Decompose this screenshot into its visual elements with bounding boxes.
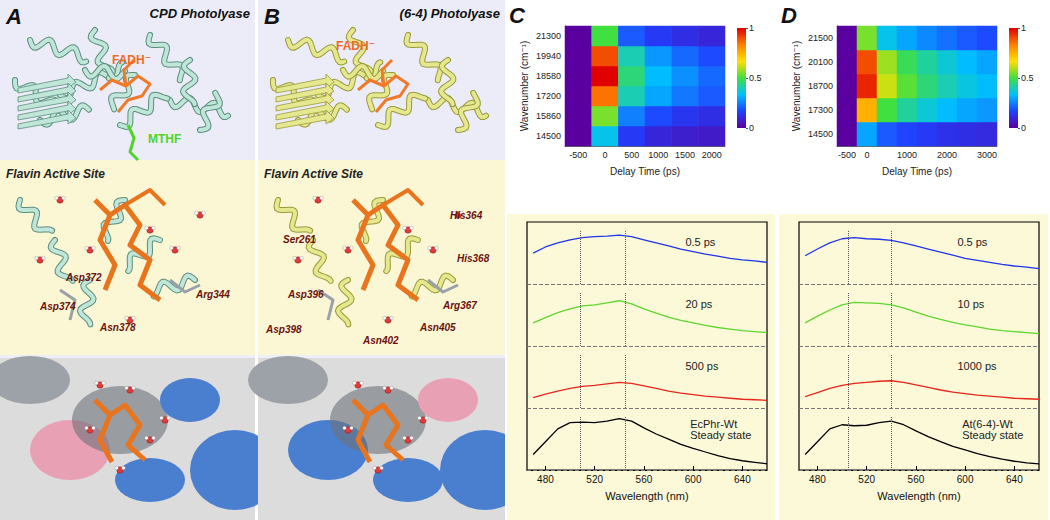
svg-text:14500: 14500 xyxy=(808,129,833,139)
svg-text:14500: 14500 xyxy=(536,131,561,141)
svg-text:(6-4) Photolyase: (6-4) Photolyase xyxy=(400,6,500,21)
svg-text:640: 640 xyxy=(1006,474,1023,485)
svg-text:FADH⁻: FADH⁻ xyxy=(112,53,151,67)
svg-text:-500: -500 xyxy=(569,150,587,160)
svg-text:C: C xyxy=(509,3,526,28)
svg-text:Wavenumber (cm⁻¹): Wavenumber (cm⁻¹) xyxy=(519,41,530,131)
svg-text:His368: His368 xyxy=(457,253,490,264)
svg-text:0: 0 xyxy=(1021,123,1026,133)
svg-text:Asn405: Asn405 xyxy=(419,322,456,333)
svg-text:MTHF: MTHF xyxy=(148,132,181,146)
svg-text:Wavelength (nm): Wavelength (nm) xyxy=(605,490,688,502)
svg-text:0.5: 0.5 xyxy=(1021,73,1034,83)
svg-text:19940: 19940 xyxy=(536,51,561,61)
svg-text:500 ps: 500 ps xyxy=(685,360,719,372)
svg-text:600: 600 xyxy=(685,474,702,485)
svg-text:0: 0 xyxy=(864,150,869,160)
svg-text:17200: 17200 xyxy=(536,91,561,101)
svg-text:20 ps: 20 ps xyxy=(685,298,712,310)
svg-text:0.5: 0.5 xyxy=(749,73,762,83)
svg-text:2000: 2000 xyxy=(702,150,722,160)
svg-text:560: 560 xyxy=(636,474,653,485)
svg-text:Arg367: Arg367 xyxy=(442,300,477,311)
svg-text:520: 520 xyxy=(586,474,603,485)
svg-text:At(6-4)-Wt: At(6-4)-Wt xyxy=(962,417,1016,430)
svg-text:Asp372: Asp372 xyxy=(65,272,102,283)
svg-text:0: 0 xyxy=(602,150,607,160)
svg-text:A: A xyxy=(5,4,22,29)
svg-text:Asp396: Asp396 xyxy=(287,289,324,300)
svg-text:Asn402: Asn402 xyxy=(362,335,399,346)
svg-text:Delay Time (ps): Delay Time (ps) xyxy=(882,166,952,177)
svg-text:His364: His364 xyxy=(450,210,483,221)
svg-text:Ser261: Ser261 xyxy=(283,234,316,245)
svg-text:500: 500 xyxy=(624,150,639,160)
svg-text:Flavin Active Site: Flavin Active Site xyxy=(264,167,363,181)
svg-text:21300: 21300 xyxy=(536,31,561,41)
svg-text:0: 0 xyxy=(749,123,754,133)
svg-text:10 ps: 10 ps xyxy=(957,298,984,310)
svg-text:1000: 1000 xyxy=(648,150,668,160)
svg-text:1: 1 xyxy=(1021,23,1026,33)
svg-text:15860: 15860 xyxy=(536,111,561,121)
svg-text:Steady state: Steady state xyxy=(962,429,1023,441)
svg-text:Delay Time (ps): Delay Time (ps) xyxy=(610,166,680,177)
svg-text:Flavin Active Site: Flavin Active Site xyxy=(6,167,105,181)
svg-text:EcPhr-Wt: EcPhr-Wt xyxy=(690,417,741,430)
svg-text:21500: 21500 xyxy=(808,33,833,43)
svg-text:-500: -500 xyxy=(838,150,856,160)
svg-text:600: 600 xyxy=(957,474,974,485)
svg-text:FADH⁻: FADH⁻ xyxy=(336,39,375,53)
svg-text:2000: 2000 xyxy=(937,150,957,160)
svg-text:1000 ps: 1000 ps xyxy=(957,360,997,372)
svg-text:480: 480 xyxy=(809,474,826,485)
svg-text:Wavelength (nm): Wavelength (nm) xyxy=(877,490,960,502)
svg-text:Wavenumber (cm⁻¹): Wavenumber (cm⁻¹) xyxy=(791,41,802,131)
svg-text:3000: 3000 xyxy=(977,150,997,160)
svg-text:1500: 1500 xyxy=(675,150,695,160)
svg-text:Steady state: Steady state xyxy=(690,429,751,441)
svg-text:17300: 17300 xyxy=(808,105,833,115)
svg-text:0.5 ps: 0.5 ps xyxy=(957,236,987,248)
svg-text:640: 640 xyxy=(734,474,751,485)
svg-text:1000: 1000 xyxy=(897,150,917,160)
svg-text:18580: 18580 xyxy=(536,71,561,81)
svg-text:B: B xyxy=(264,4,280,29)
svg-text:480: 480 xyxy=(537,474,554,485)
svg-text:1: 1 xyxy=(749,23,754,33)
svg-text:Arg344: Arg344 xyxy=(195,289,230,300)
svg-text:0.5 ps: 0.5 ps xyxy=(685,236,715,248)
svg-text:Asn378: Asn378 xyxy=(99,322,136,333)
svg-text:20100: 20100 xyxy=(808,57,833,67)
svg-text:Asp398: Asp398 xyxy=(265,324,302,335)
svg-text:520: 520 xyxy=(858,474,875,485)
svg-text:Asp374: Asp374 xyxy=(39,301,76,312)
svg-text:D: D xyxy=(781,3,797,28)
svg-text:CPD Photolyase: CPD Photolyase xyxy=(150,6,250,21)
svg-text:560: 560 xyxy=(908,474,925,485)
svg-text:18700: 18700 xyxy=(808,81,833,91)
